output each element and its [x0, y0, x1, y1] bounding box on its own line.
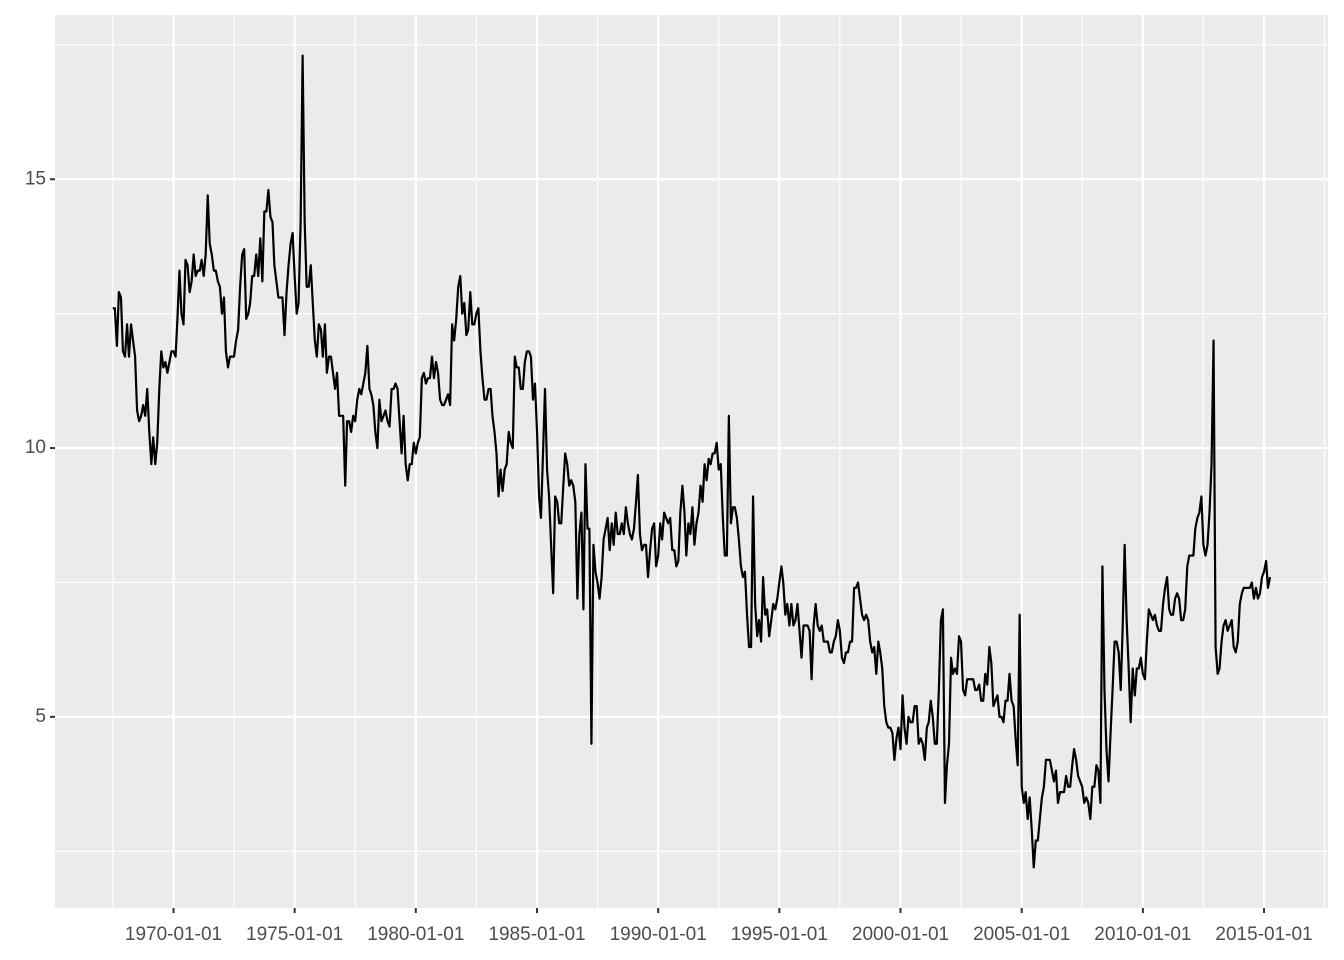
y-tick-label: 5	[35, 706, 46, 727]
x-tick-label: 2015-01-01	[1215, 924, 1312, 945]
x-tick-label: 1980-01-01	[367, 924, 464, 945]
axes: 5 10 15 1970-01-01 1975-01-01 1980-01-01 1985-…	[25, 168, 1313, 945]
marks	[112, 54, 1272, 869]
grid	[55, 15, 1328, 908]
data-line	[112, 54, 1272, 869]
x-tick-label: 1995-01-01	[731, 924, 828, 945]
x-tick-label: 2000-01-01	[852, 924, 949, 945]
y-tick-label: 10	[25, 437, 46, 458]
panel-background	[55, 15, 1328, 908]
x-tick-label: 1970-01-01	[125, 924, 222, 945]
x-tick-label: 2010-01-01	[1094, 924, 1191, 945]
x-tick-label: 2005-01-01	[973, 924, 1070, 945]
x-tick-label: 1975-01-01	[246, 924, 343, 945]
x-tick-label: 1985-01-01	[488, 924, 585, 945]
x-tick-label: 1990-01-01	[610, 924, 707, 945]
y-tick-label: 15	[25, 168, 46, 189]
